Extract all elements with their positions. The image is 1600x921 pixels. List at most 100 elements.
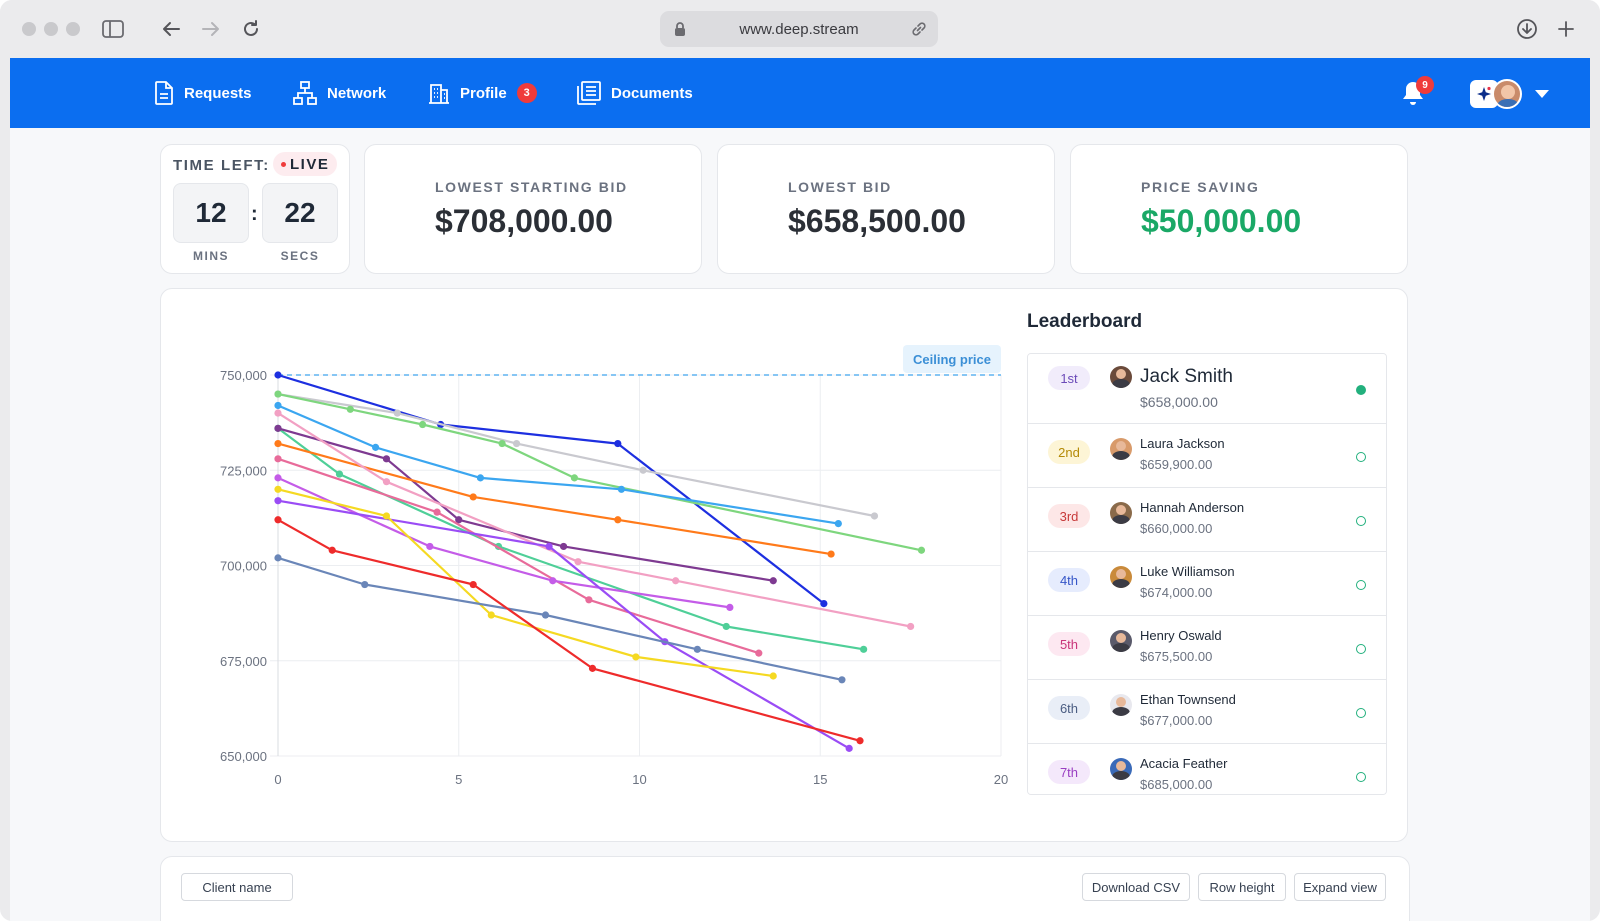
minimize-window-button[interactable] [44, 22, 58, 36]
y-tick-label: 650,000 [220, 749, 267, 764]
leaderboard-row[interactable]: 6th Ethan Townsend $677,000.00 [1028, 680, 1386, 744]
leaderboard-row[interactable]: 4th Luke Williamson $674,000.00 [1028, 552, 1386, 616]
url-text: www.deep.stream [739, 20, 859, 38]
bid-point [419, 420, 427, 429]
leaderboard-list[interactable]: 1st Jack Smith $658,000.00 2nd Laura Jackson… [1027, 353, 1387, 795]
ceiling-price-label: Ceiling price [903, 345, 1001, 373]
notifications-button[interactable]: 9 [1398, 76, 1434, 110]
bid-point [617, 485, 626, 493]
lowest-bid-card: LOWEST BID $658,500.00 [717, 144, 1055, 274]
leaderboard-row[interactable]: 1st Jack Smith $658,000.00 [1028, 354, 1386, 424]
bidder-name: Laura Jackson [1140, 436, 1225, 451]
building-icon [429, 84, 449, 104]
network-icon [293, 81, 317, 105]
bid-point [755, 649, 763, 657]
bid-point [382, 455, 391, 463]
address-bar[interactable]: www.deep.stream [660, 11, 938, 47]
bids-line-chart: 0 5 10 15 20 650,000 675,000 700,000 725,000 750,… [220, 368, 1008, 787]
bid-point [512, 439, 521, 448]
leaderboard-row[interactable]: 3rd Hannah Anderson $660,000.00 [1028, 488, 1386, 552]
bid-point [382, 512, 391, 520]
bid-point [469, 580, 477, 589]
stat-value: $658,500.00 [788, 203, 966, 239]
y-tick-label: 675,000 [220, 654, 267, 669]
rank-badge: 1st [1048, 366, 1090, 390]
bid-series-line [277, 556, 843, 681]
leaderboard-row[interactable]: 2nd Laura Jackson $659,900.00 [1028, 424, 1386, 488]
nav-profile-label: Profile [460, 84, 507, 102]
bidder-name: Luke Williamson [1140, 564, 1235, 579]
rank-badge: 3rd [1048, 504, 1090, 528]
bidder-avatar [1110, 502, 1132, 524]
bid-point [328, 546, 336, 554]
time-left-label: TIME LEFT: [173, 157, 270, 174]
live-dot [281, 161, 286, 167]
x-tick-label: 15 [813, 772, 827, 787]
bidder-bid: $658,000.00 [1140, 394, 1218, 410]
bidder-name: Ethan Townsend [1140, 692, 1236, 707]
seconds-value: 22 [262, 183, 338, 243]
price-saving-card: PRICE SAVING $50,000.00 [1070, 144, 1408, 274]
status-indicator [1356, 452, 1366, 462]
nav-network[interactable]: Network [293, 78, 386, 108]
status-indicator [1356, 580, 1366, 590]
bid-point [693, 645, 701, 653]
bid-point [834, 519, 842, 528]
bid-point [570, 474, 579, 482]
close-window-button[interactable] [22, 22, 36, 36]
bid-point [274, 455, 282, 463]
notifications-badge: 9 [1416, 76, 1434, 94]
bid-point [274, 554, 282, 562]
live-badge: LIVE [273, 152, 338, 176]
client-name-column-header[interactable]: Client name [181, 873, 293, 901]
leaderboard-row[interactable]: 5th Henry Oswald $675,500.00 [1028, 616, 1386, 680]
nav-profile[interactable]: Profile 3 [428, 78, 537, 108]
x-tick-label: 20 [994, 772, 1008, 787]
bid-series-line [277, 457, 760, 655]
x-tick-label: 0 [274, 772, 281, 787]
bidder-avatar [1110, 438, 1132, 460]
expand-view-button[interactable]: Expand view [1294, 873, 1386, 901]
user-avatar [1492, 79, 1522, 109]
bidder-avatar [1110, 366, 1132, 388]
bid-point [845, 744, 853, 752]
bidder-bid: $659,900.00 [1140, 457, 1213, 472]
timer-card: TIME LEFT: LIVE 12 : 22 MINS SECS [160, 144, 350, 274]
link-icon[interactable] [910, 20, 928, 38]
document-icon [155, 81, 173, 105]
back-arrow-icon[interactable] [158, 16, 184, 42]
bid-point [639, 466, 647, 474]
forward-arrow-icon[interactable] [198, 16, 224, 42]
nav-network-label: Network [327, 84, 387, 102]
bidder-avatar [1110, 758, 1132, 780]
bidder-bid: $685,000.00 [1140, 777, 1213, 792]
reload-icon[interactable] [238, 16, 264, 42]
bidder-bid: $675,500.00 [1140, 649, 1213, 664]
row-height-button[interactable]: Row height [1198, 873, 1286, 901]
nav-documents[interactable]: Documents [577, 78, 693, 108]
bidder-name: Henry Oswald [1140, 628, 1222, 643]
zoom-window-button[interactable] [66, 22, 80, 36]
bid-point [433, 508, 441, 516]
bids-chart-card: 0 5 10 15 20 650,000 675,000 700,000 725,000 750,… [160, 288, 1408, 842]
bid-point [382, 478, 391, 486]
download-csv-button[interactable]: Download CSV [1082, 873, 1190, 901]
live-text: LIVE [290, 155, 330, 173]
bid-point [870, 512, 879, 520]
rank-badge: 4th [1048, 568, 1090, 592]
y-tick-label: 725,000 [220, 463, 267, 478]
table-toolbar: Client name Download CSV Row height Expa… [160, 856, 1410, 921]
bid-series-line [277, 393, 922, 552]
rank-badge: 6th [1048, 696, 1090, 720]
sidebar-toggle-icon[interactable] [100, 16, 126, 42]
bid-point [549, 577, 557, 585]
download-icon[interactable] [1514, 16, 1540, 42]
new-tab-icon[interactable] [1553, 16, 1579, 42]
leaderboard-row[interactable]: 7th Acacia Feather $685,000.00 [1028, 744, 1386, 794]
bid-point [769, 577, 777, 585]
nav-requests[interactable]: Requests [154, 78, 252, 108]
status-indicator [1356, 708, 1366, 718]
user-menu-button[interactable] [1470, 78, 1550, 110]
profile-badge: 3 [516, 83, 537, 103]
bid-point [907, 622, 915, 631]
